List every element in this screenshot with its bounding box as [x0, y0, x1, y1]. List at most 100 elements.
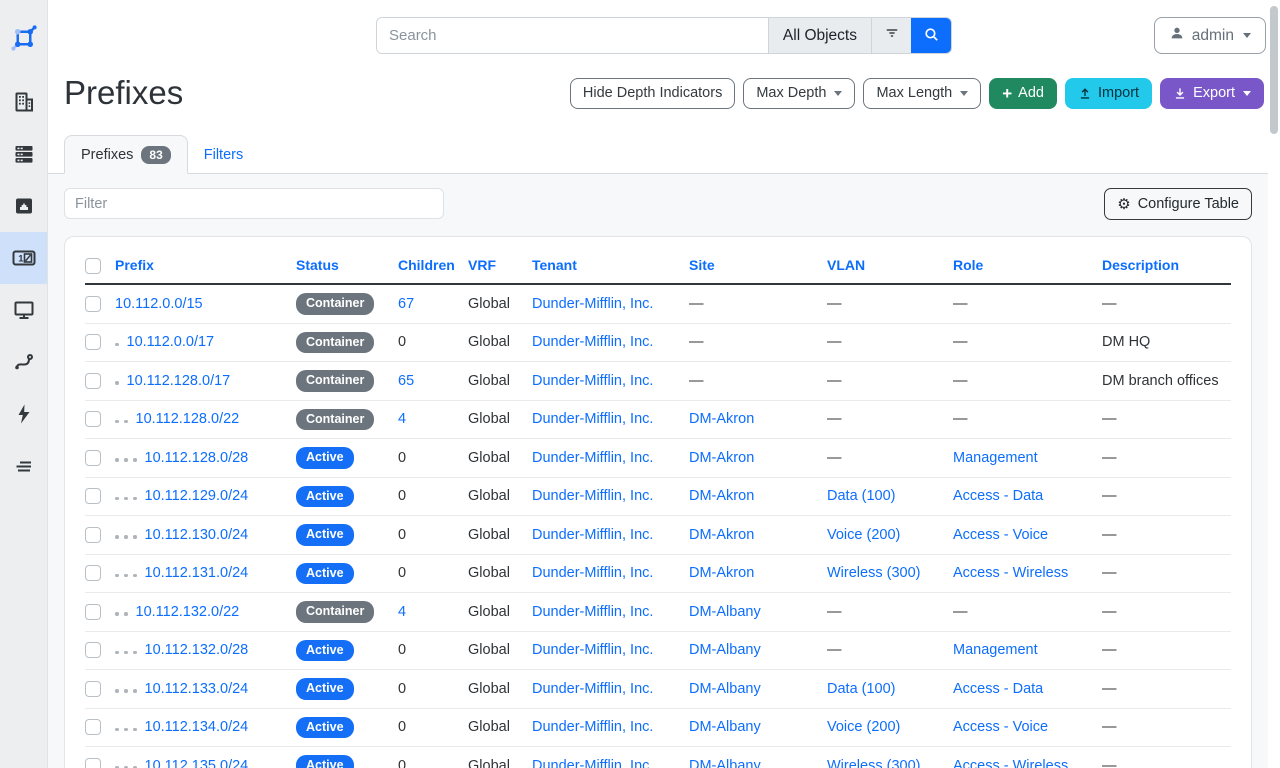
- tenant-link[interactable]: Dunder-Mifflin, Inc.: [532, 334, 654, 351]
- tenant-link[interactable]: Dunder-Mifflin, Inc.: [532, 719, 654, 736]
- row-checkbox[interactable]: [85, 757, 101, 768]
- row-checkbox[interactable]: [85, 565, 101, 582]
- children-link[interactable]: 4: [398, 411, 407, 428]
- tenant-link[interactable]: Dunder-Mifflin, Inc.: [532, 526, 654, 543]
- row-checkbox[interactable]: [85, 642, 101, 659]
- site-link[interactable]: DM-Albany: [689, 642, 761, 659]
- column-header-tenant[interactable]: Tenant: [532, 257, 577, 273]
- site-link[interactable]: DM-Akron: [689, 488, 755, 505]
- prefix-link[interactable]: 10.112.135.0/24: [144, 757, 249, 768]
- site-link[interactable]: DM-Albany: [689, 680, 761, 697]
- vlan-link[interactable]: Wireless (300): [827, 565, 921, 582]
- row-checkbox[interactable]: [85, 526, 101, 543]
- column-header-status[interactable]: Status: [296, 257, 339, 273]
- tenant-link[interactable]: Dunder-Mifflin, Inc.: [532, 295, 654, 312]
- sidebar-item-connections[interactable]: [0, 180, 47, 232]
- prefix-link[interactable]: 10.112.129.0/24: [144, 488, 249, 505]
- tab-filters[interactable]: Filters: [203, 146, 244, 163]
- select-all-checkbox[interactable]: [85, 257, 101, 274]
- vlan-link[interactable]: Voice (200): [827, 719, 901, 736]
- search-input[interactable]: [377, 18, 768, 53]
- vlan-link[interactable]: Wireless (300): [827, 757, 921, 768]
- sidebar-item-journal[interactable]: [0, 440, 47, 492]
- row-checkbox[interactable]: [85, 295, 101, 312]
- prefix-link[interactable]: 10.112.128.0/22: [135, 411, 240, 428]
- prefix-link[interactable]: 10.112.134.0/24: [144, 719, 249, 736]
- prefix-link[interactable]: 10.112.0.0/17: [126, 334, 215, 351]
- row-checkbox[interactable]: [85, 719, 101, 736]
- row-checkbox[interactable]: [85, 449, 101, 466]
- column-header-prefix[interactable]: Prefix: [115, 257, 154, 273]
- sidebar-item-power[interactable]: [0, 388, 47, 440]
- tenant-link[interactable]: Dunder-Mifflin, Inc.: [532, 680, 654, 697]
- role-link[interactable]: Access - Data: [953, 680, 1044, 697]
- tenant-link[interactable]: Dunder-Mifflin, Inc.: [532, 642, 654, 659]
- vlan-link[interactable]: Data (100): [827, 488, 896, 505]
- max-length-dropdown[interactable]: Max Length: [863, 77, 982, 109]
- role-link[interactable]: Management: [953, 449, 1038, 466]
- column-header-description[interactable]: Description: [1102, 257, 1180, 273]
- site-link[interactable]: DM-Akron: [689, 449, 755, 466]
- vlan-link[interactable]: Voice (200): [827, 526, 901, 543]
- tenant-link[interactable]: Dunder-Mifflin, Inc.: [532, 757, 654, 768]
- site-link[interactable]: DM-Albany: [689, 719, 761, 736]
- role-link[interactable]: Access - Voice: [953, 719, 1049, 736]
- prefix-link[interactable]: 10.112.133.0/24: [144, 680, 249, 697]
- search-submit-button[interactable]: [911, 18, 951, 53]
- row-checkbox[interactable]: [85, 488, 101, 505]
- role-link[interactable]: Access - Wireless: [953, 565, 1069, 582]
- vlan-link[interactable]: Data (100): [827, 680, 896, 697]
- import-button[interactable]: Import: [1064, 77, 1153, 109]
- site-link[interactable]: DM-Albany: [689, 757, 761, 768]
- add-button[interactable]: + Add: [989, 77, 1057, 109]
- hide-depth-button[interactable]: Hide Depth Indicators: [569, 77, 736, 109]
- tenant-link[interactable]: Dunder-Mifflin, Inc.: [532, 488, 654, 505]
- user-menu-button[interactable]: admin: [1153, 17, 1266, 54]
- column-header-vlan[interactable]: VLAN: [827, 257, 866, 273]
- site-link[interactable]: DM-Albany: [689, 603, 761, 620]
- role-link[interactable]: Access - Voice: [953, 526, 1049, 543]
- column-header-site[interactable]: Site: [689, 257, 715, 273]
- search-filter-button[interactable]: [871, 18, 911, 53]
- search-scope-dropdown[interactable]: All Objects: [767, 18, 871, 53]
- configure-table-button[interactable]: ⚙ Configure Table: [1104, 188, 1252, 220]
- column-header-children[interactable]: Children: [398, 257, 455, 273]
- tenant-link[interactable]: Dunder-Mifflin, Inc.: [532, 565, 654, 582]
- export-dropdown[interactable]: Export: [1160, 77, 1264, 109]
- site-link[interactable]: DM-Akron: [689, 411, 755, 428]
- site-link[interactable]: DM-Akron: [689, 526, 755, 543]
- row-checkbox[interactable]: [85, 680, 101, 697]
- sidebar-item-virtualization[interactable]: [0, 284, 47, 336]
- prefix-link[interactable]: 10.112.128.0/17: [126, 372, 231, 389]
- prefix-link[interactable]: 10.112.131.0/24: [144, 565, 249, 582]
- vertical-scrollbar[interactable]: [1270, 6, 1278, 134]
- prefix-link[interactable]: 10.112.0.0/15: [115, 295, 203, 312]
- tenant-link[interactable]: Dunder-Mifflin, Inc.: [532, 449, 654, 466]
- role-link[interactable]: Access - Wireless: [953, 757, 1069, 768]
- table-filter-input[interactable]: [64, 188, 444, 219]
- netbox-logo-icon[interactable]: [0, 0, 47, 76]
- max-depth-dropdown[interactable]: Max Depth: [743, 77, 856, 109]
- row-checkbox[interactable]: [85, 372, 101, 389]
- column-header-role[interactable]: Role: [953, 257, 984, 273]
- children-link[interactable]: 4: [398, 603, 407, 620]
- children-link[interactable]: 67: [398, 295, 415, 312]
- site-link[interactable]: DM-Akron: [689, 565, 755, 582]
- prefix-link[interactable]: 10.112.130.0/24: [144, 526, 249, 543]
- role-link[interactable]: Access - Data: [953, 488, 1044, 505]
- row-checkbox[interactable]: [85, 603, 101, 620]
- row-checkbox[interactable]: [85, 411, 101, 428]
- prefix-link[interactable]: 10.112.128.0/28: [144, 449, 249, 466]
- tenant-link[interactable]: Dunder-Mifflin, Inc.: [532, 411, 654, 428]
- tab-prefixes[interactable]: Prefixes 83: [64, 135, 188, 174]
- tenant-link[interactable]: Dunder-Mifflin, Inc.: [532, 603, 654, 620]
- role-link[interactable]: Management: [953, 642, 1038, 659]
- sidebar-item-circuits[interactable]: [0, 336, 47, 388]
- children-link[interactable]: 65: [398, 372, 415, 389]
- prefix-link[interactable]: 10.112.132.0/22: [135, 603, 240, 620]
- row-checkbox[interactable]: [85, 334, 101, 351]
- tenant-link[interactable]: Dunder-Mifflin, Inc.: [532, 372, 654, 389]
- sidebar-item-ipam[interactable]: 1: [0, 232, 47, 284]
- column-header-vrf[interactable]: VRF: [468, 257, 496, 273]
- sidebar-item-devices[interactable]: [0, 128, 47, 180]
